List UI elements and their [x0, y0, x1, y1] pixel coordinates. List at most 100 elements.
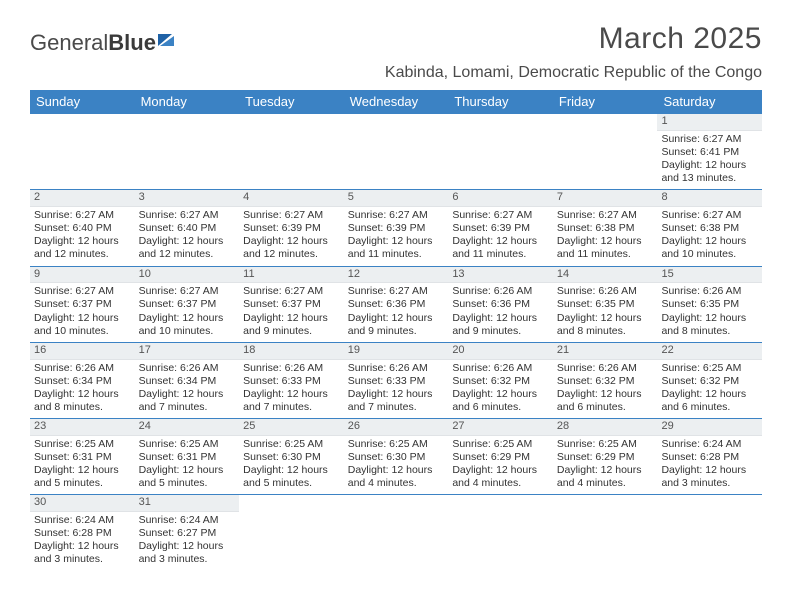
day-details: Sunrise: 6:27 AMSunset: 6:39 PMDaylight:…	[344, 207, 449, 266]
day-cell: 21Sunrise: 6:26 AMSunset: 6:32 PMDayligh…	[553, 343, 658, 418]
day-details: Sunrise: 6:27 AMSunset: 6:37 PMDaylight:…	[135, 283, 240, 342]
daylight-text: Daylight: 12 hours and 10 minutes.	[661, 235, 758, 261]
day-number: 7	[553, 190, 658, 207]
day-details: Sunrise: 6:25 AMSunset: 6:30 PMDaylight:…	[344, 436, 449, 495]
daylight-text: Daylight: 12 hours and 11 minutes.	[348, 235, 445, 261]
location-subtitle: Kabinda, Lomami, Democratic Republic of …	[385, 64, 762, 82]
sunset-text: Sunset: 6:27 PM	[139, 527, 236, 540]
day-details: Sunrise: 6:25 AMSunset: 6:31 PMDaylight:…	[135, 436, 240, 495]
week-row: 9Sunrise: 6:27 AMSunset: 6:37 PMDaylight…	[30, 267, 762, 343]
daylight-text: Daylight: 12 hours and 12 minutes.	[34, 235, 131, 261]
sunrise-text: Sunrise: 6:27 AM	[34, 209, 131, 222]
day-number: 19	[344, 343, 449, 360]
sunset-text: Sunset: 6:40 PM	[34, 222, 131, 235]
week-row: 16Sunrise: 6:26 AMSunset: 6:34 PMDayligh…	[30, 343, 762, 419]
day-cell: 18Sunrise: 6:26 AMSunset: 6:33 PMDayligh…	[239, 343, 344, 418]
day-number: 6	[448, 190, 553, 207]
sunrise-text: Sunrise: 6:25 AM	[348, 438, 445, 451]
daylight-text: Daylight: 12 hours and 5 minutes.	[34, 464, 131, 490]
sunrise-text: Sunrise: 6:24 AM	[34, 514, 131, 527]
daylight-text: Daylight: 12 hours and 6 minutes.	[452, 388, 549, 414]
day-number: 20	[448, 343, 553, 360]
day-number: 15	[657, 267, 762, 284]
sunrise-text: Sunrise: 6:27 AM	[243, 285, 340, 298]
day-cell: 13Sunrise: 6:26 AMSunset: 6:36 PMDayligh…	[448, 267, 553, 342]
day-details: Sunrise: 6:26 AMSunset: 6:32 PMDaylight:…	[553, 360, 658, 419]
sunrise-text: Sunrise: 6:26 AM	[243, 362, 340, 375]
day-cell: 11Sunrise: 6:27 AMSunset: 6:37 PMDayligh…	[239, 267, 344, 342]
sunset-text: Sunset: 6:35 PM	[557, 298, 654, 311]
sunset-text: Sunset: 6:38 PM	[557, 222, 654, 235]
day-details: Sunrise: 6:24 AMSunset: 6:28 PMDaylight:…	[657, 436, 762, 495]
daylight-text: Daylight: 12 hours and 11 minutes.	[557, 235, 654, 261]
day-cell: 31 Sunrise: 6:24 AMSunset: 6:27 PMDayligh…	[135, 495, 240, 570]
day-number: 25	[239, 419, 344, 436]
day-header: Wednesday	[344, 90, 449, 114]
sunrise-text: Sunrise: 6:24 AM	[139, 514, 236, 527]
daylight-text: Daylight: 12 hours and 8 minutes.	[34, 388, 131, 414]
day-details: Sunrise: 6:25 AMSunset: 6:29 PMDaylight:…	[448, 436, 553, 495]
month-title: March 2025	[385, 22, 762, 56]
day-cell: 28Sunrise: 6:25 AMSunset: 6:29 PMDayligh…	[553, 419, 658, 494]
daylight-text: Daylight: 12 hours and 4 minutes.	[557, 464, 654, 490]
day-details: Sunrise: 6:27 AMSunset: 6:40 PMDaylight:…	[30, 207, 135, 266]
day-cell: 22Sunrise: 6:25 AMSunset: 6:32 PMDayligh…	[657, 343, 762, 418]
sunset-text: Sunset: 6:33 PM	[348, 375, 445, 388]
day-details: Sunrise: 6:27 AMSunset: 6:37 PMDaylight:…	[30, 283, 135, 342]
calendar-grid: SundayMondayTuesdayWednesdayThursdayFrid…	[30, 90, 762, 571]
sunrise-text: Sunrise: 6:26 AM	[452, 362, 549, 375]
day-cell: 10Sunrise: 6:27 AMSunset: 6:37 PMDayligh…	[135, 267, 240, 342]
day-number: 12	[344, 267, 449, 284]
day-number: 16	[30, 343, 135, 360]
day-cell: .	[553, 495, 658, 570]
day-number: 29	[657, 419, 762, 436]
day-details: Sunrise: 6:25 AMSunset: 6:30 PMDaylight:…	[239, 436, 344, 495]
day-number: 8	[657, 190, 762, 207]
day-header-row: SundayMondayTuesdayWednesdayThursdayFrid…	[30, 90, 762, 114]
day-details: Sunrise: 6:27 AMSunset: 6:41 PMDaylight:…	[657, 131, 762, 190]
daylight-text: Daylight: 12 hours and 4 minutes.	[348, 464, 445, 490]
day-cell: .	[30, 114, 135, 189]
sunrise-text: Sunrise: 6:26 AM	[661, 285, 758, 298]
daylight-text: Daylight: 12 hours and 9 minutes.	[348, 312, 445, 338]
sunset-text: Sunset: 6:39 PM	[348, 222, 445, 235]
day-cell: 17Sunrise: 6:26 AMSunset: 6:34 PMDayligh…	[135, 343, 240, 418]
daylight-text: Daylight: 12 hours and 5 minutes.	[139, 464, 236, 490]
day-number: 22	[657, 343, 762, 360]
sunset-text: Sunset: 6:41 PM	[661, 146, 758, 159]
daylight-text: Daylight: 12 hours and 12 minutes.	[243, 235, 340, 261]
day-cell: .	[344, 114, 449, 189]
day-details: Sunrise: 6:25 AMSunset: 6:32 PMDaylight:…	[657, 360, 762, 419]
day-cell: 3Sunrise: 6:27 AMSunset: 6:40 PMDaylight…	[135, 190, 240, 265]
day-details: Sunrise: 6:27 AMSunset: 6:36 PMDaylight:…	[344, 283, 449, 342]
sunset-text: Sunset: 6:37 PM	[139, 298, 236, 311]
day-cell: 25Sunrise: 6:25 AMSunset: 6:30 PMDayligh…	[239, 419, 344, 494]
sunrise-text: Sunrise: 6:27 AM	[34, 285, 131, 298]
sunset-text: Sunset: 6:39 PM	[243, 222, 340, 235]
day-number: 9	[30, 267, 135, 284]
day-number: 30	[30, 495, 135, 512]
day-number: 11	[239, 267, 344, 284]
daylight-text: Daylight: 12 hours and 10 minutes.	[34, 312, 131, 338]
sunset-text: Sunset: 6:38 PM	[661, 222, 758, 235]
sunset-text: Sunset: 6:30 PM	[348, 451, 445, 464]
sunset-text: Sunset: 6:32 PM	[661, 375, 758, 388]
sunset-text: Sunset: 6:29 PM	[452, 451, 549, 464]
day-number: 31	[135, 495, 240, 512]
sunset-text: Sunset: 6:28 PM	[34, 527, 131, 540]
day-cell: 14Sunrise: 6:26 AMSunset: 6:35 PMDayligh…	[553, 267, 658, 342]
week-row: 2Sunrise: 6:27 AMSunset: 6:40 PMDaylight…	[30, 190, 762, 266]
day-details: Sunrise: 6:24 AMSunset: 6:28 PMDaylight:…	[30, 512, 135, 571]
week-row: . . . . . . 1Sunrise: 6:27 AMSunset: 6:4…	[30, 114, 762, 190]
sunrise-text: Sunrise: 6:25 AM	[557, 438, 654, 451]
day-cell: 30Sunrise: 6:24 AMSunset: 6:28 PMDayligh…	[30, 495, 135, 570]
sunrise-text: Sunrise: 6:25 AM	[661, 362, 758, 375]
daylight-text: Daylight: 12 hours and 11 minutes.	[452, 235, 549, 261]
day-cell: 8Sunrise: 6:27 AMSunset: 6:38 PMDaylight…	[657, 190, 762, 265]
day-number: 13	[448, 267, 553, 284]
day-cell: 2Sunrise: 6:27 AMSunset: 6:40 PMDaylight…	[30, 190, 135, 265]
sunrise-text: Sunrise: 6:27 AM	[139, 285, 236, 298]
sunrise-text: Sunrise: 6:27 AM	[139, 209, 236, 222]
day-cell: 19Sunrise: 6:26 AMSunset: 6:33 PMDayligh…	[344, 343, 449, 418]
daylight-text: Daylight: 12 hours and 3 minutes.	[139, 540, 236, 566]
